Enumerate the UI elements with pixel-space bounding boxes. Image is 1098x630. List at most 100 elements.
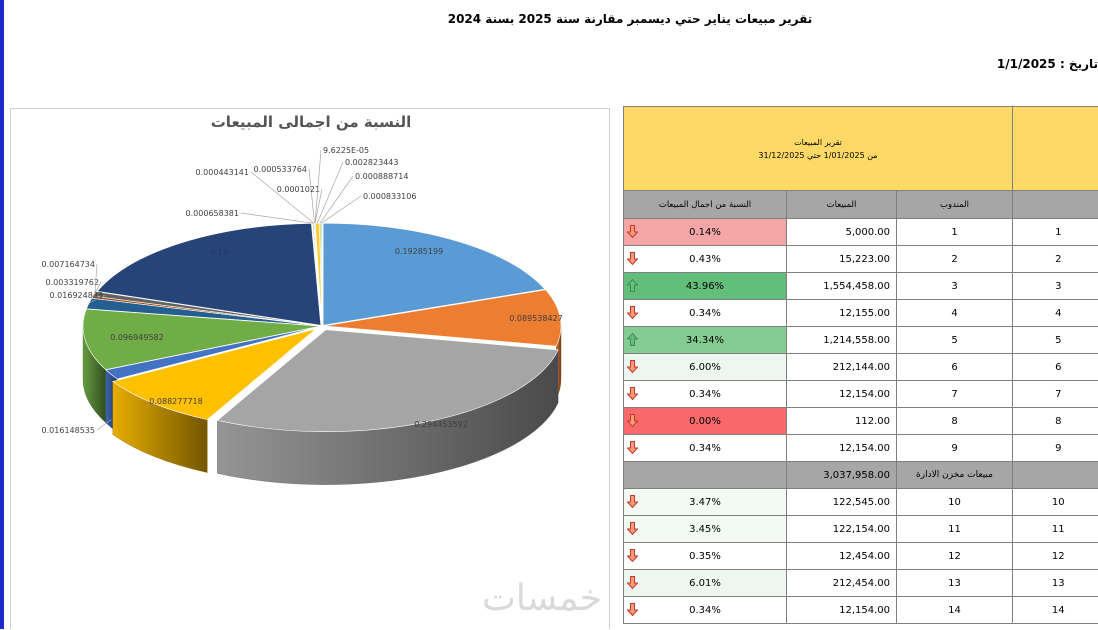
percentage-value: 6.00% [689,362,721,373]
percentage-value: 0.14% [689,227,721,238]
percentage-cell: 0.43% [624,246,787,273]
rep-cell: 5 [897,327,1013,354]
sales-cell: 122,154.00 [787,516,897,543]
report-banner: تقرير المبيعات من 1/01/2025 حتي 31/12/20… [624,107,1013,191]
sales-cell: 5,000.00 [787,219,897,246]
rep-cell: 2 [897,246,1013,273]
percentage-value: 0.35% [689,551,721,562]
header-index [1013,191,1098,219]
arrow-down-icon [627,603,638,616]
arrow-down-icon [627,441,638,454]
pie-data-label: 0.016148535 [42,426,95,435]
header-percentage: النسبة من اجمال المبيعات [624,191,787,219]
percentage-cell: 34.34% [624,327,787,354]
leader-line [309,169,314,223]
arrow-down-icon [627,252,638,265]
pie-data-label: 0.000888714 [355,172,408,181]
report-date: تاريخ : 1/1/2025 [997,57,1098,71]
arrow-down-icon [627,549,638,562]
arrow-down-icon [627,414,638,427]
arrow-up-icon [627,333,638,346]
rep-cell: 7 [897,381,1013,408]
index-cell: 7 [1013,381,1098,408]
percentage-value: 34.34% [686,335,724,346]
percentage-value: 0.00% [689,416,721,427]
rep-cell: 13 [897,570,1013,597]
rep-cell: 14 [897,597,1013,624]
percentage-cell: 0.14% [624,219,787,246]
banner-title: تقرير المبيعات [630,136,1006,149]
index-cell: 4 [1013,300,1098,327]
index-cell: 6 [1013,354,1098,381]
index-cell: 13 [1013,570,1098,597]
arrow-down-icon [627,387,638,400]
rep-cell: 12 [897,543,1013,570]
subtotal-blank [624,462,787,489]
percentage-cell: 3.45% [624,516,787,543]
subtotal-sales: 3,037,958.00 [787,462,897,489]
sales-cell: 212,144.00 [787,354,897,381]
index-cell: 12 [1013,543,1098,570]
sales-cell: 12,154.00 [787,381,897,408]
sales-cell: 112.00 [787,408,897,435]
header-rep: المندوب [897,191,1013,219]
arrow-up-icon [627,279,638,292]
pie-data-label: 0.000658381 [186,209,239,218]
chart-title: النسبة من اجمالى المبيعات [11,113,611,131]
sales-cell: 122,545.00 [787,489,897,516]
sales-cell: 12,154.00 [787,597,897,624]
sales-cell: 12,154.00 [787,435,897,462]
index-cell: 3 [1013,273,1098,300]
index-cell: 1 [1013,219,1098,246]
arrow-down-icon [627,225,638,238]
percentage-value: 6.01% [689,578,721,589]
pie-data-label: 0.0001021 [277,185,320,194]
pie-data-label: 0.096949582 [110,333,163,342]
index-cell: 10 [1013,489,1098,516]
rep-cell: 4 [897,300,1013,327]
rep-cell: 1 [897,219,1013,246]
pie-chart-canvas: 0.192851990.0895384270.2944535920.088277… [11,109,611,630]
leader-line [241,213,313,223]
sales-report-table: تقرير المبيعات من 1/01/2025 حتي 31/12/20… [623,106,1098,629]
index-cell: 8 [1013,408,1098,435]
percentage-value: 0.34% [689,605,721,616]
percentage-value: 3.45% [689,524,721,535]
pie-data-label: 9.6225E-05 [323,146,369,155]
subtotal-label: مبيعات مخزن الادارة [897,462,1013,489]
percentage-cell: 3.47% [624,489,787,516]
banner-period: من 1/01/2025 حتي 31/12/2025 [630,149,1006,162]
pie-data-label: 0.000443141 [196,168,249,177]
percentage-value: 0.34% [689,308,721,319]
arrow-down-icon [627,522,638,535]
percentage-cell: 0.35% [624,543,787,570]
sales-cell: 1,214,558.00 [787,327,897,354]
index-cell: 2 [1013,246,1098,273]
rep-cell: 11 [897,516,1013,543]
percentage-value: 0.43% [689,254,721,265]
window-left-border [0,0,4,629]
percentage-cell: 0.34% [624,300,787,327]
arrow-down-icon [627,360,638,373]
index-cell: 9 [1013,435,1098,462]
percentage-cell: 43.96% [624,273,787,300]
percentage-cell: 6.00% [624,354,787,381]
rep-cell: 9 [897,435,1013,462]
subtotal-index [1013,462,1098,489]
pie-data-label: 0.088277718 [149,397,202,406]
sales-cell: 12,454.00 [787,543,897,570]
